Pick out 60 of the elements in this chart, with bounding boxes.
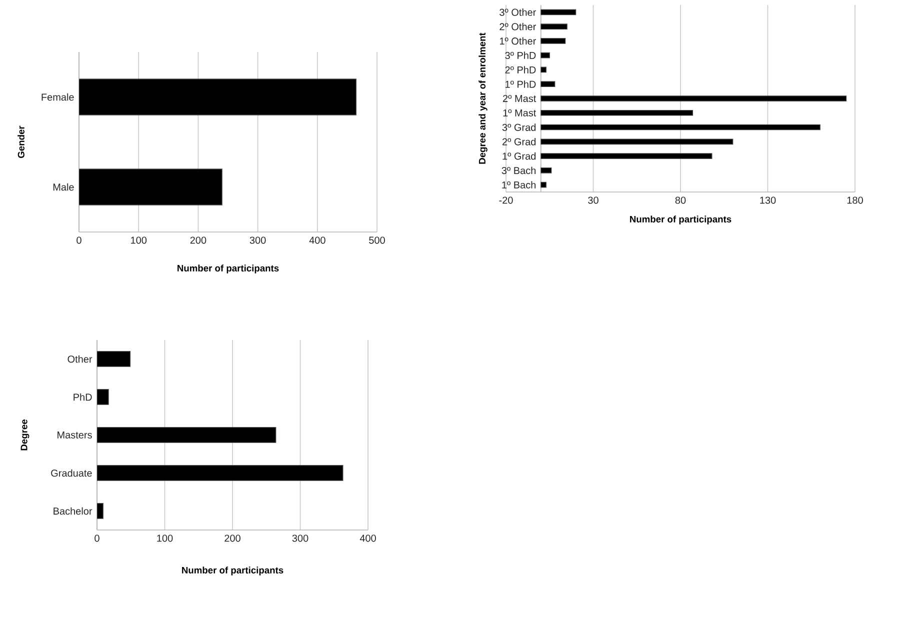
y-axis-title: Gender xyxy=(18,126,24,158)
y-tick-label: 1º Other xyxy=(500,37,536,45)
y-axis-title: Degree and year of enrolment xyxy=(478,32,488,164)
y-tick-label: 1º Grad xyxy=(502,152,536,160)
bar xyxy=(540,81,556,88)
bar xyxy=(97,427,276,443)
y-tick-label: 3º Other xyxy=(500,8,536,16)
bar xyxy=(97,503,104,519)
y-tick-label: 3º Grad xyxy=(502,124,536,131)
bar xyxy=(540,110,694,116)
bar xyxy=(97,465,344,481)
y-tick-label: Bachelor xyxy=(54,507,92,515)
x-tick-label: 200 xyxy=(190,236,206,244)
y-tick-label: Male xyxy=(53,183,74,191)
bar xyxy=(540,182,546,188)
x-tick-label: 80 xyxy=(675,196,686,204)
x-tick-label: 0 xyxy=(94,534,100,542)
x-tick-label: -20 xyxy=(499,196,513,204)
bar xyxy=(540,9,576,16)
bar xyxy=(540,24,568,30)
y-tick-label: 1º PhD xyxy=(506,80,536,88)
y-axis-title: Degree xyxy=(20,419,30,450)
y-tick-label: 2º Mast xyxy=(503,94,536,102)
bar xyxy=(540,52,550,58)
x-tick-label: 180 xyxy=(847,196,863,204)
bar xyxy=(540,138,734,145)
x-tick-label: 300 xyxy=(250,236,266,244)
x-axis-title: Number of participants xyxy=(630,216,732,224)
y-tick-label: 2º PhD xyxy=(505,66,536,74)
bar xyxy=(97,351,131,367)
x-tick-label: 400 xyxy=(360,534,376,542)
y-tick-label: 3º Bach xyxy=(502,166,536,174)
bar xyxy=(540,66,546,73)
bar xyxy=(540,153,712,159)
y-tick-label: Female xyxy=(42,93,74,101)
y-tick-label: PhD xyxy=(74,393,92,401)
bar xyxy=(97,389,109,405)
bar xyxy=(540,96,847,102)
x-tick-label: 500 xyxy=(369,236,385,244)
x-tick-label: 200 xyxy=(224,534,240,542)
y-tick-label: Other xyxy=(68,355,92,363)
bar xyxy=(540,124,820,130)
y-tick-label: Graduate xyxy=(51,469,92,477)
bar xyxy=(540,167,552,174)
y-tick-label: 2º Other xyxy=(500,22,536,30)
x-axis-title: Number of participants xyxy=(178,264,279,274)
bar xyxy=(540,38,566,44)
x-tick-label: 300 xyxy=(292,534,308,542)
x-tick-label: 0 xyxy=(76,236,82,244)
y-tick-label: 1º Mast xyxy=(503,109,536,116)
x-tick-label: 100 xyxy=(131,236,147,244)
x-tick-label: 30 xyxy=(588,196,598,204)
y-tick-label: 2º Grad xyxy=(502,138,536,146)
x-tick-label: 400 xyxy=(309,236,326,244)
x-axis-title: Number of participants xyxy=(182,566,284,576)
y-tick-label: 1º Bach xyxy=(502,181,536,188)
x-tick-label: 130 xyxy=(760,196,776,204)
y-tick-label: 3º PhD xyxy=(505,52,536,60)
y-tick-label: Masters xyxy=(58,432,92,438)
x-tick-label: 100 xyxy=(157,534,173,542)
